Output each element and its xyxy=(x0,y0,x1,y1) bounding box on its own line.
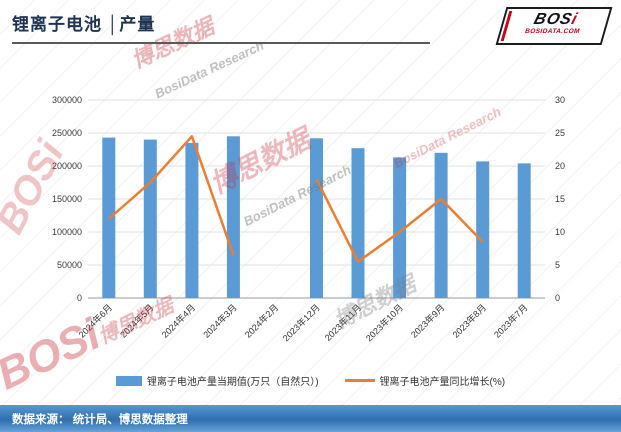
bosi-logo: BOSi BOSIDATA.COM xyxy=(495,7,613,45)
legend-item-line: 锂离子电池产量同比增长(%) xyxy=(344,373,506,388)
svg-text:0: 0 xyxy=(555,293,560,303)
svg-text:2024年6月: 2024年6月 xyxy=(76,302,114,340)
svg-text:200000: 200000 xyxy=(52,161,82,171)
svg-text:2024年4月: 2024年4月 xyxy=(159,302,197,340)
svg-text:100000: 100000 xyxy=(52,227,82,237)
svg-text:5: 5 xyxy=(555,260,560,270)
svg-text:2023年7月: 2023年7月 xyxy=(491,302,529,340)
svg-text:2023年8月: 2023年8月 xyxy=(450,302,488,340)
chart-legend: 锂离子电池产量当期值(万只（自然只）) 锂离子电池产量同比增长(%) xyxy=(0,373,621,388)
svg-text:300000: 300000 xyxy=(52,95,82,105)
data-source-bar: 数据来源： 统计局、博思数据整理 xyxy=(0,405,621,432)
svg-text:10: 10 xyxy=(555,227,565,237)
page-title: 锂离子电池 │产量 xyxy=(12,15,156,34)
svg-text:0: 0 xyxy=(77,293,82,303)
legend-line-label: 锂离子电池产量同比增长(%) xyxy=(379,377,506,388)
legend-item-bar: 锂离子电池产量当期值(万只（自然只）) xyxy=(115,373,319,388)
line-swatch-icon xyxy=(344,379,375,382)
header: 锂离子电池 │产量 BOSi BOSIDATA.COM xyxy=(12,7,613,45)
svg-text:2024年5月: 2024年5月 xyxy=(118,302,156,340)
svg-text:15: 15 xyxy=(555,194,565,204)
svg-text:20: 20 xyxy=(555,161,565,171)
data-source-text: 数据来源： 统计局、博思数据整理 xyxy=(12,413,188,426)
bar-swatch-icon xyxy=(115,375,142,386)
svg-text:2023年9月: 2023年9月 xyxy=(408,302,446,340)
svg-text:2023年11月: 2023年11月 xyxy=(322,302,363,343)
svg-text:150000: 150000 xyxy=(52,194,82,204)
title-underline xyxy=(12,42,430,44)
svg-text:250000: 250000 xyxy=(52,128,82,138)
svg-text:25: 25 xyxy=(555,128,565,138)
svg-text:2023年10月: 2023年10月 xyxy=(363,302,405,344)
logo-domain: BOSIDATA.COM xyxy=(524,28,581,35)
svg-text:2024年3月: 2024年3月 xyxy=(201,302,239,340)
svg-text:30: 30 xyxy=(555,95,565,105)
legend-bar-label: 锂离子电池产量当期值(万只（自然只）) xyxy=(146,377,319,388)
svg-text:2024年2月: 2024年2月 xyxy=(242,302,280,340)
production-chart: 0 50000 100000 150000 200000 250000 300000 0 5 10… xyxy=(52,95,565,344)
logo-text: BOSi xyxy=(531,11,580,28)
svg-text:2023年12月: 2023年12月 xyxy=(280,302,322,344)
svg-text:50000: 50000 xyxy=(57,260,82,270)
